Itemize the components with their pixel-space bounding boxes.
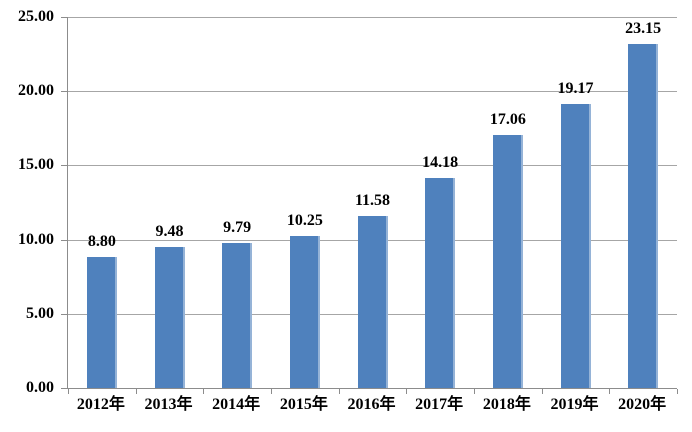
y-axis-tick xyxy=(61,313,67,315)
y-axis-tick-label: 25.00 xyxy=(18,8,54,25)
plot-area: 8.80 9.48 9.79 10.25 11.58 14.18 17.06 19.17 23.… xyxy=(61,17,678,394)
x-axis-tick xyxy=(677,389,678,394)
bar xyxy=(357,216,388,388)
x-axis-tick-label: 2016年 xyxy=(347,396,396,413)
x-axis-tick-label: 2018年 xyxy=(482,396,531,413)
x-axis-tick xyxy=(68,389,69,394)
y-axis-tick-label: 15.00 xyxy=(18,156,54,174)
bar xyxy=(154,247,185,388)
x-axis-tick-label: 2013年 xyxy=(144,396,193,413)
x-axis-tick xyxy=(271,389,272,394)
bar-value-label: 11.58 xyxy=(354,192,391,210)
bar xyxy=(425,177,456,388)
bar xyxy=(289,235,320,388)
bar-value-label: 19.17 xyxy=(557,79,594,97)
bar xyxy=(86,257,117,388)
y-axis-tick-label: 5.00 xyxy=(26,304,54,322)
y-axis-tick xyxy=(61,239,67,241)
bar-value-label: 17.06 xyxy=(489,110,526,128)
bar-value-label: 9.48 xyxy=(155,223,184,241)
bar-value-label: 23.15 xyxy=(625,20,662,38)
x-axis-tick-label: 2017年 xyxy=(415,396,464,413)
x-axis-tick xyxy=(203,389,205,394)
y-axis-tick xyxy=(61,388,67,389)
x-axis-tick xyxy=(338,389,340,394)
x-axis-tick-label: 2020年 xyxy=(618,396,667,413)
x-axis-tick xyxy=(609,389,611,394)
bar xyxy=(628,44,659,388)
x-axis-tick-label: 2015年 xyxy=(279,396,328,413)
x-axis-tick-label: 2019年 xyxy=(550,396,599,413)
bar xyxy=(492,134,523,388)
x-axis-tick-label: 2014年 xyxy=(212,396,261,413)
x-axis-tick-label: 2012年 xyxy=(76,396,125,413)
x-axis-tick xyxy=(135,389,137,394)
bar xyxy=(222,242,253,388)
y-axis-tick xyxy=(61,91,67,93)
bar-value-label: 10.25 xyxy=(286,211,323,229)
x-axis-tick xyxy=(541,389,543,394)
y-axis-tick-label: 20.00 xyxy=(18,82,54,100)
gridline xyxy=(68,91,677,93)
x-axis-tick xyxy=(474,389,475,394)
gridline xyxy=(68,165,677,167)
bar-value-label: 8.80 xyxy=(87,233,116,251)
y-axis-tick-label: 10.00 xyxy=(18,230,54,248)
y-axis-tick xyxy=(61,165,67,167)
bar xyxy=(560,103,591,388)
y-axis-tick-label: 0.00 xyxy=(26,379,54,396)
bar-value-label: 9.79 xyxy=(223,218,252,236)
x-axis-tick xyxy=(406,389,408,394)
y-axis-tick xyxy=(61,17,67,18)
gridline xyxy=(68,17,677,18)
bar-value-label: 14.18 xyxy=(422,153,459,171)
